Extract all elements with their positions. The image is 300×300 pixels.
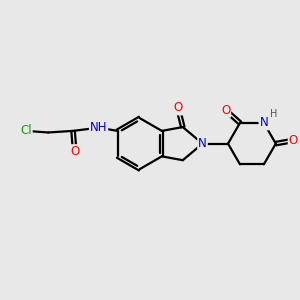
Text: NH: NH xyxy=(90,121,107,134)
Text: Cl: Cl xyxy=(20,124,32,137)
Text: N: N xyxy=(260,116,268,129)
Text: N: N xyxy=(198,137,207,150)
Text: O: O xyxy=(221,104,230,117)
Text: O: O xyxy=(173,101,183,114)
Text: O: O xyxy=(70,145,79,158)
Text: O: O xyxy=(289,134,298,147)
Text: H: H xyxy=(270,109,277,119)
